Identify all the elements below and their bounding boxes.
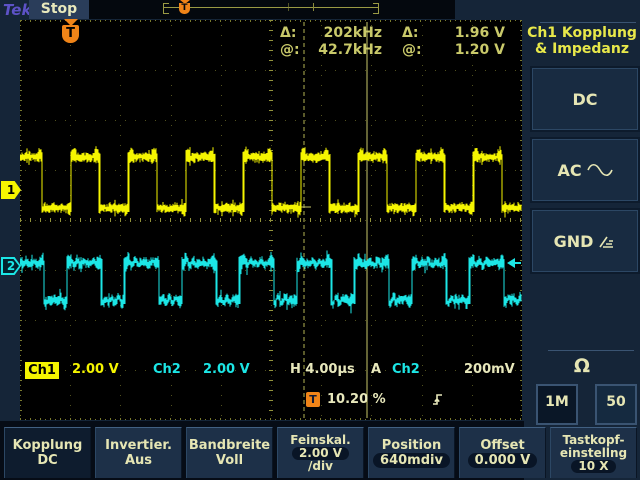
record-view-tick [313, 3, 314, 11]
side-menu-title-line2: & Impedanz [535, 41, 629, 57]
ch2-ground-marker[interactable]: 2 [1, 257, 21, 275]
ch1-scale: 2.00 V [72, 362, 119, 377]
record-view-right-bracket [373, 3, 379, 14]
side-menu: Ch1 Kopplung & Impedanz DC AC GND Ω 1M 5… [524, 0, 640, 480]
sine-wave-icon [586, 163, 613, 177]
button-coupling-dc[interactable]: DC [530, 66, 640, 132]
menu-kopplung[interactable]: Kopplung DC [4, 427, 91, 478]
trigger-source: Ch2 [392, 362, 420, 377]
menu-position[interactable]: Position 640mdiv [368, 427, 455, 478]
trigger-position-icon: T [62, 19, 79, 46]
menu-feinskal[interactable]: Feinskal. 2.00 V /div [277, 427, 364, 478]
trigger-level-arrow-icon[interactable] [507, 258, 521, 268]
at-volt-label: @: [402, 42, 422, 58]
at-freq-label: @: [280, 42, 300, 58]
trigger-mode: A [371, 362, 382, 377]
record-view-bar [163, 7, 378, 8]
trigger-level: 200mV [464, 362, 515, 377]
delta-freq-label: Δ: [280, 25, 297, 41]
ch1-badge: Ch1 [25, 362, 59, 379]
horizontal-scale: H 4.00µs [290, 362, 355, 377]
graticule [20, 20, 522, 420]
at-volt-value: 1.20 V [454, 42, 505, 58]
rising-edge-icon [432, 362, 450, 437]
button-impedance-1m[interactable]: 1M [536, 384, 578, 425]
ch1-ground-marker[interactable]: 1 [1, 181, 21, 199]
record-view-tick [288, 3, 289, 11]
acquisition-status: Stop [29, 0, 89, 19]
menu-invertier[interactable]: Invertier. Aus [95, 427, 182, 478]
menu-offset[interactable]: Offset 0.000 V [459, 427, 546, 478]
top-strip [88, 0, 455, 19]
side-menu-title-line1: Ch1 Kopplung [527, 25, 637, 41]
menu-bandbreite[interactable]: Bandbreite Voll [186, 427, 273, 478]
tek-logo: Tek [3, 1, 32, 19]
at-freq-value: 42.7kHz [318, 42, 382, 58]
record-view-trigger-icon: T [179, 0, 191, 15]
delta-freq-value: 202kHz [323, 25, 382, 41]
waveform-display [20, 20, 522, 420]
ch2-scale: 2.00 V [203, 362, 250, 377]
delta-volt-value: 1.96 V [454, 25, 505, 41]
ch2-label: Ch2 [153, 362, 181, 377]
button-impedance-50[interactable]: 50 [595, 384, 637, 425]
menu-tastkopf[interactable]: Tastkopf- einstellng 10 X [550, 427, 637, 478]
side-menu-divider [540, 22, 636, 23]
button-coupling-ac[interactable]: AC [530, 137, 640, 203]
impedance-symbol: Ω [573, 355, 591, 377]
ground-icon [598, 233, 616, 249]
record-view-left-bracket [163, 3, 169, 14]
trigger-position-percent: 10.20 % [327, 392, 386, 407]
delta-volt-label: Δ: [402, 25, 419, 41]
impedance-divider [548, 350, 634, 351]
trigger-position-badge-icon: T [306, 392, 320, 407]
button-coupling-gnd[interactable]: GND [530, 208, 640, 274]
